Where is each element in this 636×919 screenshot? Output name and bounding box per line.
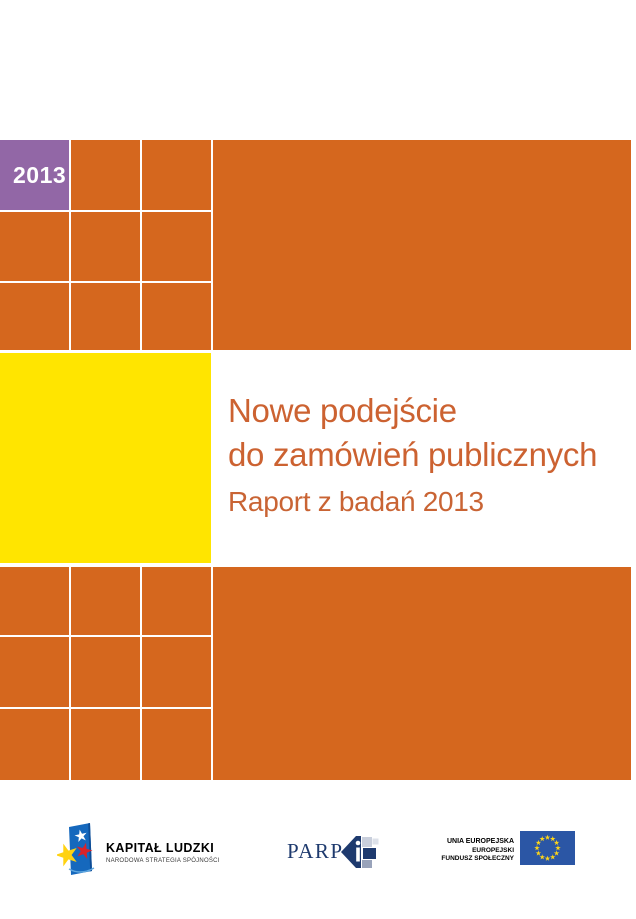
- kapital-ludzki-name: KAPITAŁ LUDZKI: [106, 841, 215, 855]
- eu-text: UNIA EUROPEJSKA EUROPEJSKI FUNDUSZ SPOŁE…: [430, 838, 514, 862]
- cover-subtitle: Raport z badań 2013: [228, 486, 484, 517]
- bottom-orange-block: [213, 567, 631, 780]
- title-line-1: Nowe podejście: [228, 392, 457, 429]
- parp-logo-icon: [341, 836, 379, 868]
- parp-wordmark: PARP: [287, 839, 344, 863]
- cover-title: Nowe podejście do zamówień publicznych: [228, 389, 597, 477]
- grid-cell: [71, 637, 140, 707]
- grid-cell: [71, 283, 140, 350]
- footer-logos: KAPITAŁ LUDZKI NARODOWA STRATEGIA SPÓJNO…: [0, 780, 636, 919]
- eu-union-label: UNIA EUROPEJSKA: [446, 838, 514, 845]
- grid-cell: [71, 709, 140, 780]
- grid-cell: [71, 212, 140, 281]
- grid-cell: [142, 709, 211, 780]
- year-cell: [0, 140, 69, 210]
- grid-cell: [0, 709, 69, 780]
- grid-cell: [0, 283, 69, 350]
- title-area: Nowe podejście do zamówień publicznych Ra…: [213, 353, 631, 563]
- top-orange-block: [213, 140, 631, 350]
- grid-cell: [142, 140, 211, 210]
- eu-fund-label-2: FUNDUSZ SPOŁECZNY: [441, 855, 514, 862]
- grid-cell: [142, 212, 211, 281]
- kapital-ludzki-text: KAPITAŁ LUDZKI NARODOWA STRATEGIA SPÓJNO…: [106, 841, 236, 864]
- kapital-ludzki-flag-icon: [57, 823, 95, 875]
- grid-cell: [0, 212, 69, 281]
- grid-cell: [0, 637, 69, 707]
- grid-cell: [71, 567, 140, 635]
- yellow-accent-block: [0, 353, 211, 563]
- grid-cell: [142, 283, 211, 350]
- year-label: 2013: [13, 162, 67, 188]
- grid-cell: [71, 140, 140, 210]
- kapital-ludzki-tagline: NARODOWA STRATEGIA SPÓJNOŚCI: [106, 858, 220, 864]
- eu-fund-label-1: EUROPEJSKI: [472, 846, 514, 854]
- title-line-2: do zamówień publicznych: [228, 436, 598, 473]
- grid-cell: [142, 567, 211, 635]
- grid-cell: [0, 567, 69, 635]
- grid-cell: [142, 637, 211, 707]
- eu-flag-icon: [520, 831, 575, 865]
